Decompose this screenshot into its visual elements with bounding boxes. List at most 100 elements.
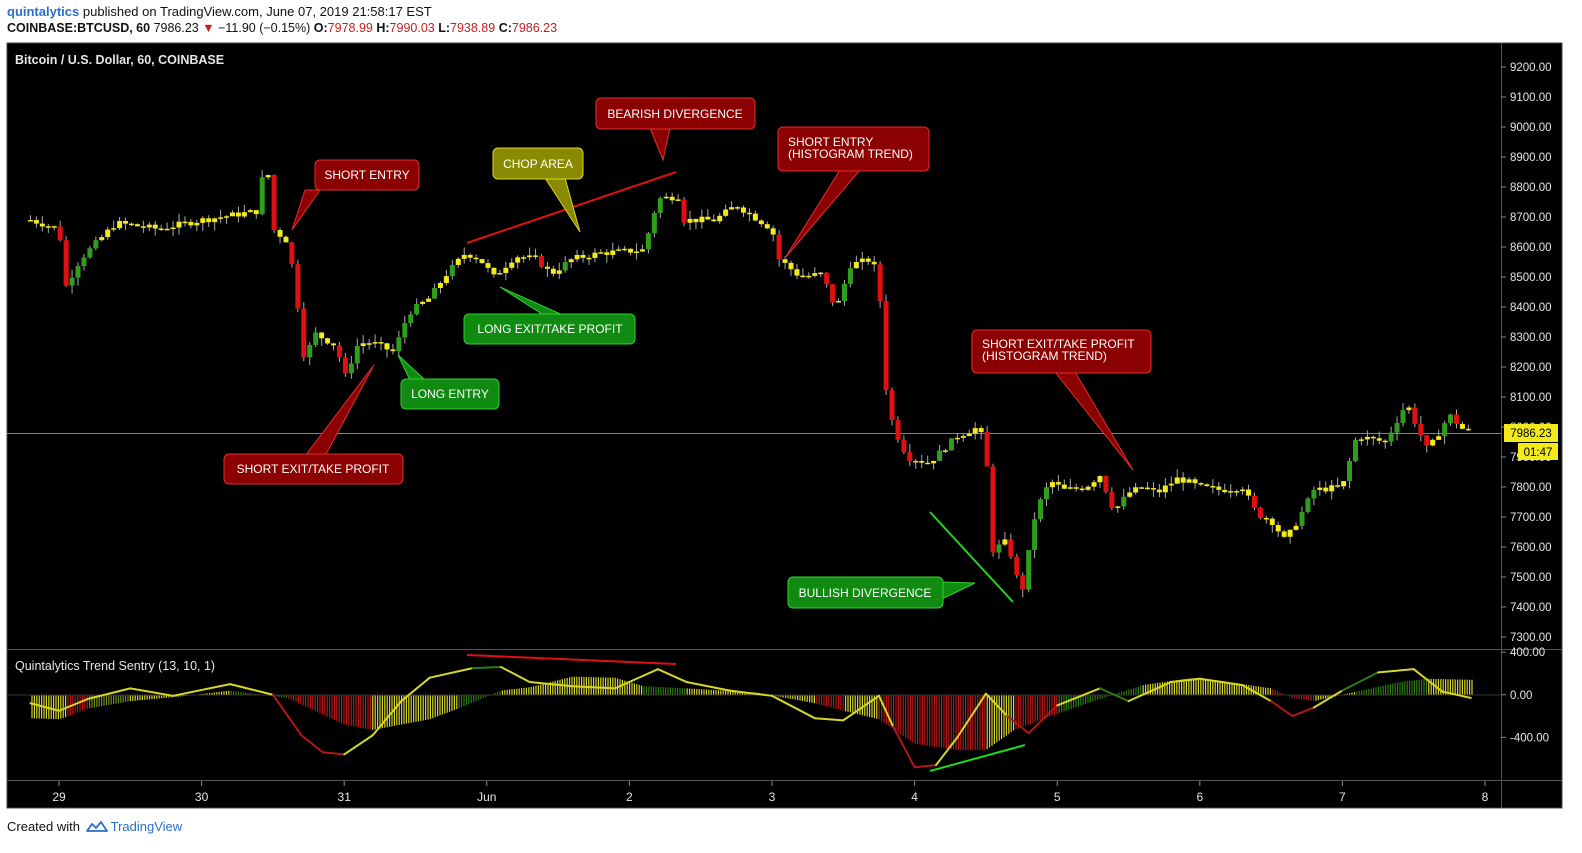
price-change: −11.90 (−0.15%) (218, 21, 311, 35)
candle-body (836, 301, 842, 303)
candle-body (871, 261, 877, 265)
last-price: 7986.23 (153, 21, 199, 35)
candle-body (319, 332, 325, 339)
candle (81, 253, 87, 271)
chop-area-label[interactable]: CHOP AREA (492, 147, 584, 233)
candle (1061, 479, 1067, 490)
candle-body (1453, 414, 1459, 424)
candle-body (1424, 435, 1430, 446)
candle (485, 259, 491, 273)
candle-body (485, 263, 491, 268)
bearish-divergence-label[interactable]: BEARISH DIVERGENCE (595, 97, 756, 162)
short-entry-label-1[interactable]: SHORT ENTRY (291, 159, 420, 231)
candle-body (889, 390, 895, 420)
long-exit-text: LONG EXIT/TAKE PROFIT (477, 322, 623, 336)
candle-body (550, 268, 556, 274)
candle-body (1168, 483, 1174, 486)
short-entry-label-2[interactable]: SHORT ENTRY (HISTOGRAM TREND) (777, 126, 930, 259)
candle-body (1049, 482, 1055, 488)
signal-line-segment (1291, 706, 1315, 718)
candle-body (123, 220, 129, 224)
candle (1448, 413, 1454, 426)
candle-body (194, 222, 200, 226)
candle-body (592, 252, 598, 258)
candle-body (1382, 440, 1388, 443)
time-ticks: 29 30 31 Jun 2 3 4 5 6 7 8 (52, 781, 1489, 804)
short-exit-label-2[interactable]: SHORT EXIT/TAKE PROFIT (HISTOGRAM TREND) (971, 329, 1152, 471)
candle (604, 249, 610, 263)
candle-body (527, 255, 533, 258)
candle (396, 330, 402, 356)
candle-body (1358, 439, 1364, 441)
candle-body (1448, 414, 1454, 424)
candle-body (1150, 488, 1156, 490)
candle (1275, 521, 1281, 537)
signal-line-segment (1098, 687, 1130, 703)
candle (711, 214, 717, 222)
candle (1168, 476, 1174, 492)
candle (117, 217, 123, 231)
annotations: SHORT ENTRY SHORT EXIT/TAKE PROFIT LONG … (223, 97, 1152, 609)
candle-body (1299, 511, 1305, 526)
price-tick-label: 7300.00 (1510, 632, 1552, 644)
tradingview-link[interactable]: TradingView (110, 819, 183, 834)
bullish-divergence-price-line (929, 511, 1014, 603)
indicator-axis[interactable] (1502, 650, 1562, 780)
candle-body (295, 264, 301, 309)
candle-body (206, 218, 212, 223)
long-exit-label[interactable]: LONG EXIT/TAKE PROFIT (463, 286, 636, 345)
candle-body (313, 332, 319, 345)
candle (259, 170, 265, 216)
candle-body (723, 209, 729, 216)
candle (651, 210, 657, 238)
price-axis[interactable] (1502, 43, 1562, 649)
candle-body (764, 224, 770, 229)
candle-body (1388, 432, 1394, 442)
open-label: O: (313, 21, 328, 35)
candle (271, 174, 277, 234)
candle (218, 209, 224, 224)
candle-body (1109, 492, 1115, 508)
candle-body (681, 199, 687, 223)
candle (984, 426, 990, 467)
candle (491, 267, 497, 278)
candle (229, 210, 235, 217)
candle-body (1210, 486, 1216, 488)
candle (836, 298, 842, 303)
price-tick-label: 7800.00 (1510, 482, 1552, 494)
long-entry-label[interactable]: LONG ENTRY (397, 354, 500, 410)
candle-body (152, 224, 158, 229)
author-link[interactable]: quintalytics (7, 4, 80, 19)
candle-body (384, 343, 390, 350)
candle-body (758, 220, 764, 225)
candle-body (978, 428, 984, 433)
candle-body (812, 273, 818, 276)
time-tick-label: 8 (1482, 790, 1489, 804)
price-pane-title: Bitcoin / U.S. Dollar, 60, COINBASE (15, 53, 224, 67)
short-exit-label-1[interactable]: SHORT EXIT/TAKE PROFIT (223, 364, 404, 485)
candle (289, 241, 295, 268)
signal-line-segment (1441, 690, 1472, 699)
signal-line-segment (300, 734, 324, 754)
candle-body (1317, 487, 1323, 490)
signal-line-segment (956, 692, 987, 739)
signal-line (29, 666, 1472, 769)
price-tick-label: 7600.00 (1510, 542, 1552, 554)
candle (313, 327, 319, 348)
candle (622, 245, 628, 252)
candle-body (51, 226, 57, 228)
candle (657, 196, 663, 218)
price-tick-label: 8500.00 (1510, 272, 1552, 284)
candle (212, 217, 218, 231)
bullish-divergence-label[interactable]: BULLISH DIVERGENCE (787, 576, 976, 609)
candle (1049, 479, 1055, 494)
candle (93, 236, 99, 251)
time-tick-label: 4 (911, 790, 918, 804)
candle (865, 256, 871, 266)
candle-body (1269, 518, 1275, 526)
candle-body (598, 252, 604, 254)
candle-body (509, 262, 515, 268)
candle (164, 222, 170, 231)
candle-body (212, 218, 218, 223)
